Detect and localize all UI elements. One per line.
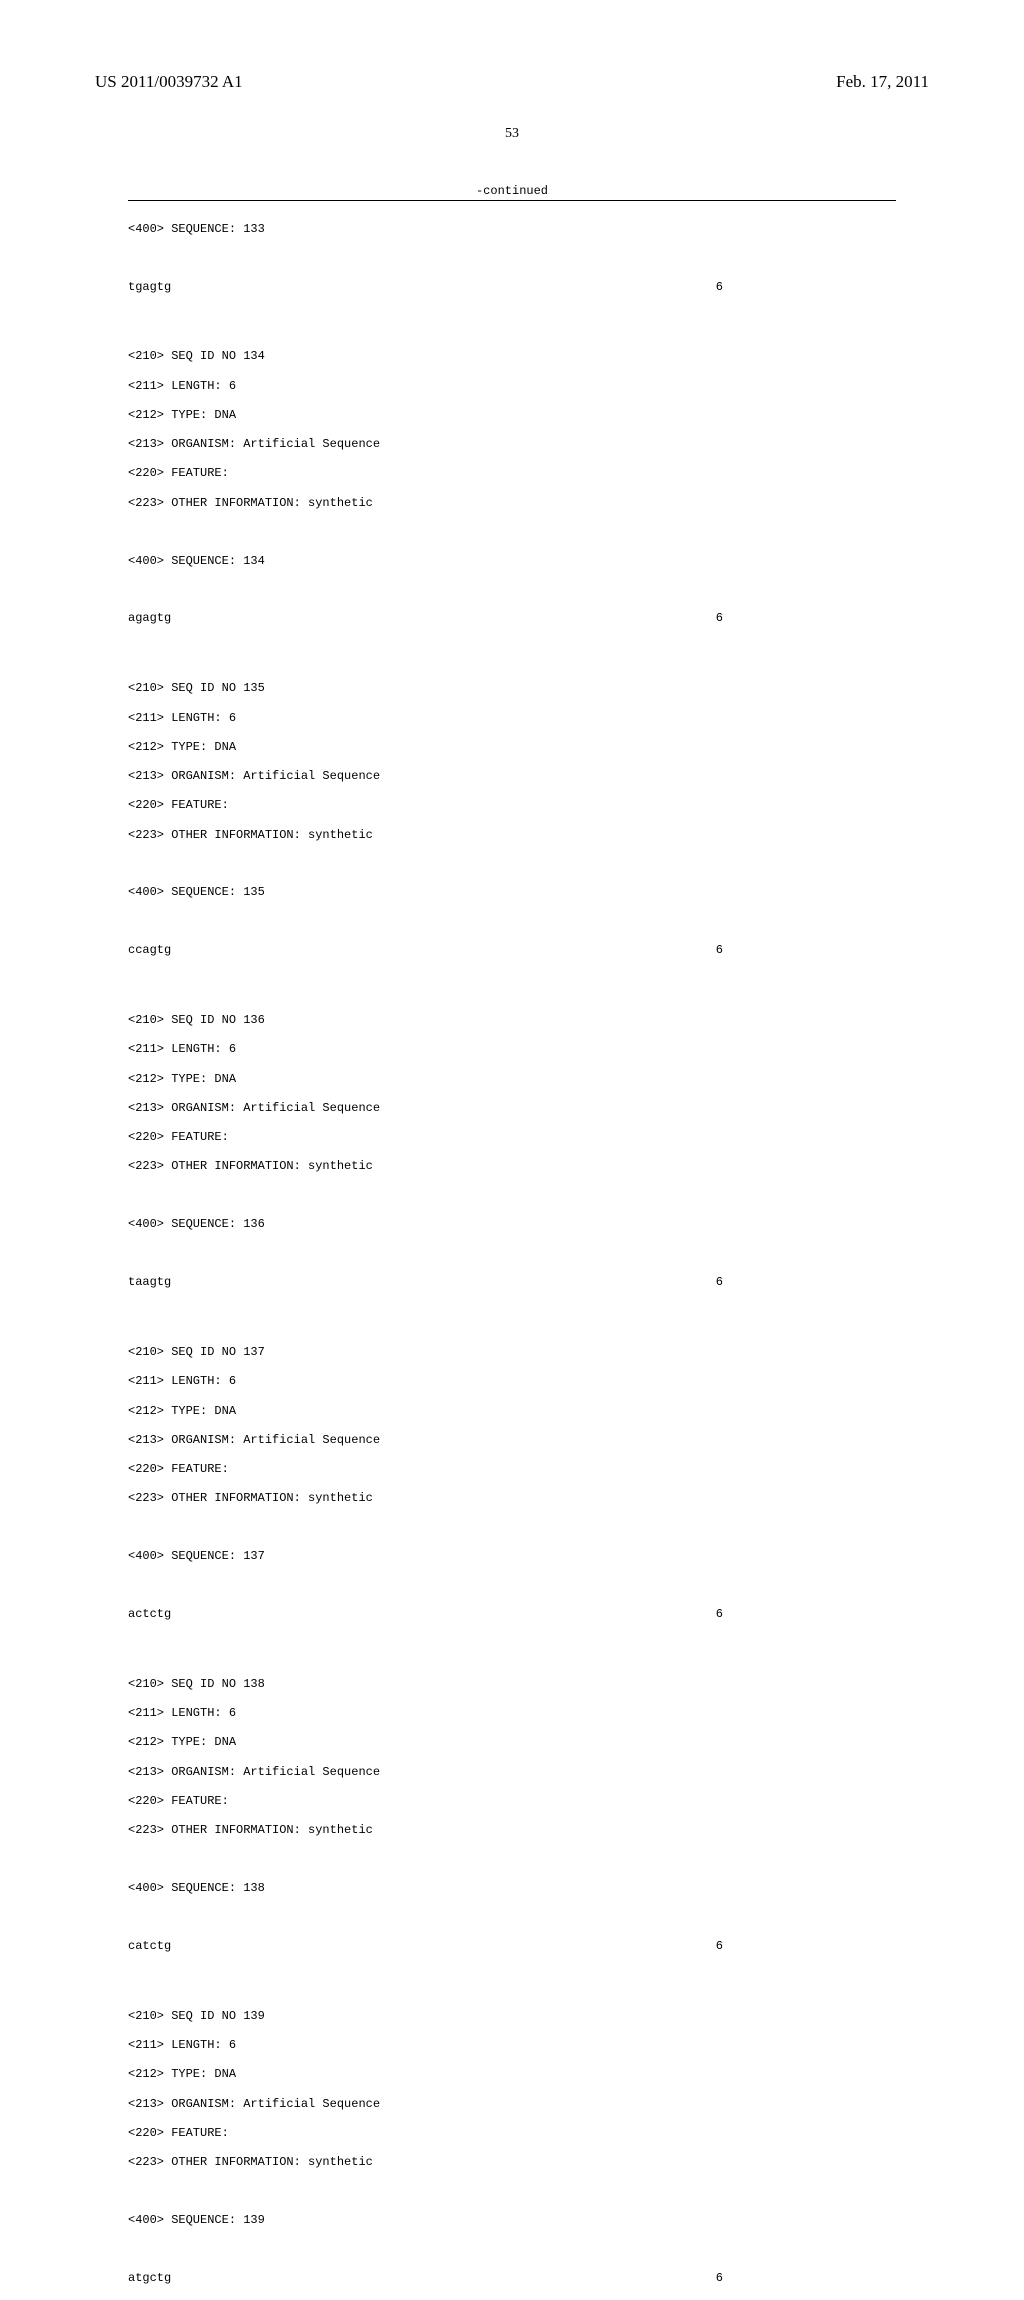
seq-header-line: <223> OTHER INFORMATION: synthetic — [128, 496, 896, 511]
sequence-text: actctg — [128, 1607, 171, 1622]
seq-header-line: <212> TYPE: DNA — [128, 740, 896, 755]
sequence-text: catctg — [128, 1939, 171, 1954]
seq-header-line: <213> ORGANISM: Artificial Sequence — [128, 1433, 896, 1448]
seq-header-line: <210> SEQ ID NO 137 — [128, 1345, 896, 1360]
publication-date: Feb. 17, 2011 — [836, 72, 929, 92]
seq-header-line: <212> TYPE: DNA — [128, 1072, 896, 1087]
sequence-length: 6 — [716, 1607, 723, 1622]
seq-header-line: <223> OTHER INFORMATION: synthetic — [128, 1159, 896, 1174]
sequence-row: tgagtg 6 — [128, 280, 723, 295]
sequence-text: ccagtg — [128, 943, 171, 958]
continued-label: -continued — [0, 184, 1024, 198]
sequence-listing: <400> SEQUENCE: 133 tgagtg 6 <210> SEQ ID… — [0, 201, 1024, 2300]
seq-header-line: <223> OTHER INFORMATION: synthetic — [128, 2155, 896, 2170]
sequence-length: 6 — [716, 1939, 723, 1954]
sequence-row: ccagtg 6 — [128, 943, 723, 958]
sequence-length: 6 — [716, 1275, 723, 1290]
sequence-row: catctg 6 — [128, 1939, 723, 1954]
sequence-length: 6 — [716, 2271, 723, 2286]
sequence-length: 6 — [716, 280, 723, 295]
sequence-row: taagtg 6 — [128, 1275, 723, 1290]
seq-header-line: <210> SEQ ID NO 138 — [128, 1677, 896, 1692]
seq-header-line: <211> LENGTH: 6 — [128, 379, 896, 394]
seq-header-line: <213> ORGANISM: Artificial Sequence — [128, 437, 896, 452]
sequence-text: taagtg — [128, 1275, 171, 1290]
sequence-row: atgctg 6 — [128, 2271, 723, 2286]
seq-400-line: <400> SEQUENCE: 134 — [128, 554, 896, 569]
seq-header-line: <211> LENGTH: 6 — [128, 2038, 896, 2053]
sequence-row: agagtg 6 — [128, 611, 723, 626]
seq-header-line: <220> FEATURE: — [128, 798, 896, 813]
seq-header-line: <212> TYPE: DNA — [128, 408, 896, 423]
seq-header-line: <213> ORGANISM: Artificial Sequence — [128, 1101, 896, 1116]
sequence-length: 6 — [716, 943, 723, 958]
seq-header-line: <212> TYPE: DNA — [128, 1735, 896, 1750]
seq-header-line: <210> SEQ ID NO 135 — [128, 681, 896, 696]
page-header: US 2011/0039732 A1 Feb. 17, 2011 — [0, 0, 1024, 92]
seq-header-line: <220> FEATURE: — [128, 1462, 896, 1477]
seq-header-line: <220> FEATURE: — [128, 466, 896, 481]
seq-header-line: <220> FEATURE: — [128, 1794, 896, 1809]
seq-header-line: <212> TYPE: DNA — [128, 1404, 896, 1419]
seq-header-line: <211> LENGTH: 6 — [128, 1374, 896, 1389]
seq-header-line: <213> ORGANISM: Artificial Sequence — [128, 769, 896, 784]
page-number: 53 — [0, 126, 1024, 142]
sequence-text: atgctg — [128, 2271, 171, 2286]
seq-header-line: <213> ORGANISM: Artificial Sequence — [128, 1765, 896, 1780]
seq-header-line: <210> SEQ ID NO 136 — [128, 1013, 896, 1028]
seq-400-line: <400> SEQUENCE: 135 — [128, 885, 896, 900]
seq-header-line: <210> SEQ ID NO 139 — [128, 2009, 896, 2024]
seq-400-line: <400> SEQUENCE: 137 — [128, 1549, 896, 1564]
publication-number: US 2011/0039732 A1 — [95, 72, 243, 92]
sequence-text: tgagtg — [128, 280, 171, 295]
seq-header-line: <220> FEATURE: — [128, 1130, 896, 1145]
seq-400-line: <400> SEQUENCE: 138 — [128, 1881, 896, 1896]
seq-header-line: <223> OTHER INFORMATION: synthetic — [128, 1823, 896, 1838]
seq-400-line: <400> SEQUENCE: 133 — [128, 222, 896, 237]
seq-header-line: <212> TYPE: DNA — [128, 2067, 896, 2082]
seq-header-line: <223> OTHER INFORMATION: synthetic — [128, 828, 896, 843]
seq-header-line: <223> OTHER INFORMATION: synthetic — [128, 1491, 896, 1506]
sequence-row: actctg 6 — [128, 1607, 723, 1622]
sequence-length: 6 — [716, 611, 723, 626]
seq-header-line: <211> LENGTH: 6 — [128, 1706, 896, 1721]
sequence-text: agagtg — [128, 611, 171, 626]
seq-header-line: <220> FEATURE: — [128, 2126, 896, 2141]
seq-400-line: <400> SEQUENCE: 136 — [128, 1217, 896, 1232]
seq-header-line: <213> ORGANISM: Artificial Sequence — [128, 2097, 896, 2112]
seq-400-line: <400> SEQUENCE: 139 — [128, 2213, 896, 2228]
seq-header-line: <211> LENGTH: 6 — [128, 711, 896, 726]
seq-header-line: <211> LENGTH: 6 — [128, 1042, 896, 1057]
seq-header-line: <210> SEQ ID NO 134 — [128, 349, 896, 364]
